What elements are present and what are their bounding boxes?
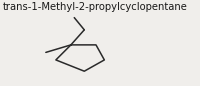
Text: trans-1-Methyl-2-propylcyclopentane: trans-1-Methyl-2-propylcyclopentane [2,2,187,12]
